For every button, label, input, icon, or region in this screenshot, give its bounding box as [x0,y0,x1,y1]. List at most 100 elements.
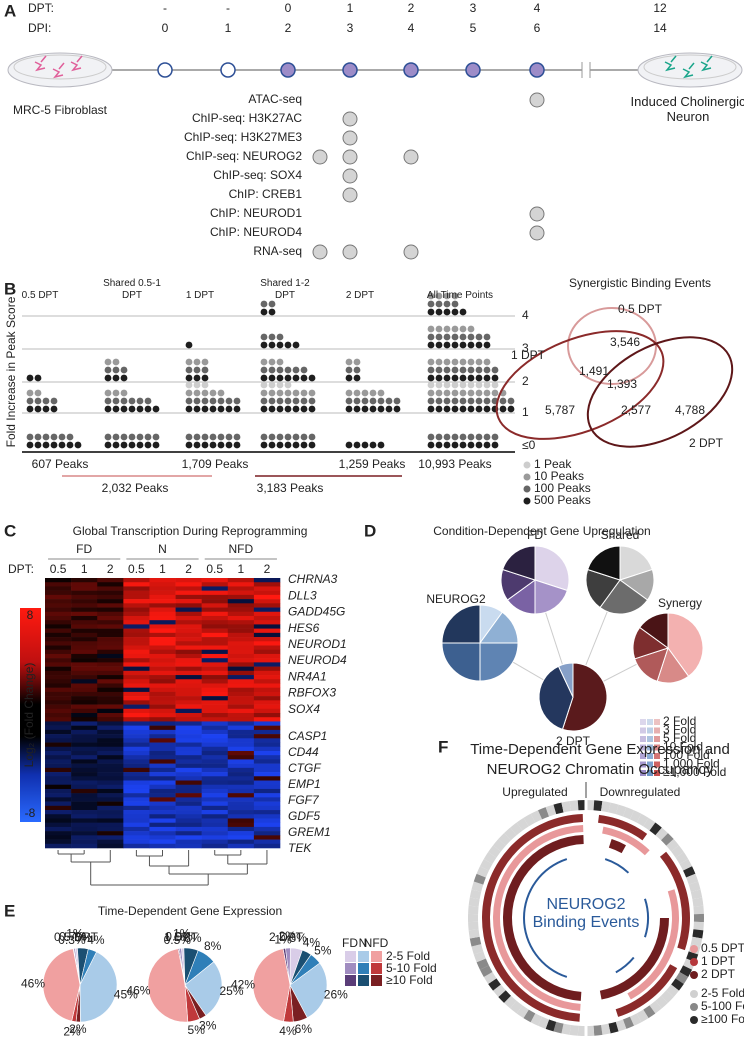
heatmap-cell [45,725,72,731]
heatmap-cell [45,818,72,823]
level-label: ≤0 [522,438,536,452]
heatmap-cell [97,734,124,739]
heatmap-cell [45,788,72,794]
heatmap-cell [201,611,229,617]
gene-down: TEK [288,841,312,855]
peak-dot [451,405,459,413]
half-label: Upregulated [502,785,567,799]
legend-label: 2 DPT [701,967,736,981]
heatmap-cell [123,738,150,743]
fold-segment [471,881,484,892]
slice-label: 3% [199,1018,217,1032]
peak-dot [260,308,268,316]
fold-segment [538,807,550,820]
heatmap-cell [97,578,124,583]
fold-segment [661,990,674,1003]
peak-dot [268,358,276,366]
peak-dot [345,358,353,366]
heatmap-cell [149,713,176,718]
assay-dot [529,92,545,108]
peak-dot [361,441,369,449]
slice-label: 1% [66,926,84,940]
fold-segment [636,1009,649,1023]
group-header: 2 DPT [345,289,375,301]
heatmap-cell [71,670,98,676]
heatmap-cell [45,776,72,781]
heatmap-cell [97,687,124,693]
expression-ring [615,964,678,1017]
legend-label: 5-100 Fold [701,999,744,1013]
peak-dot [292,366,300,374]
slice-label: 5% [75,930,93,944]
heatmap-cell [97,805,124,811]
fold-segment [622,1016,634,1029]
peak-dot [112,358,120,366]
heatmap-cell [123,599,150,604]
legend-label: 3 Fold [663,723,696,737]
fold-segment [468,921,479,931]
heatmap-cell [175,734,202,739]
peak-dot [353,358,361,366]
heatmap-cell [71,839,98,845]
heatmap-cell [175,662,202,667]
dpt-value: 1 [347,1,354,15]
heatmap-cell [253,843,281,849]
heatmap-cell [45,696,72,701]
panel-label: B [4,279,16,298]
heatmap-cell [253,670,281,676]
fold-segment [688,881,701,892]
peak-dot [225,405,233,413]
heatmap-cell [175,725,202,731]
heatmap-cell [149,632,176,638]
peak-dot [361,389,369,397]
heatmap-cell [175,670,202,676]
heatmap-cell [123,772,150,777]
heatmap-cell [175,637,202,642]
peak-dot [427,374,435,382]
legend-swatch [654,753,660,759]
fold-segment [675,852,689,864]
heatmap-cell [71,767,98,773]
peak-dot [260,441,268,449]
heatmap-cell [227,772,255,777]
dpt-label: DPT: [8,562,34,576]
heatmap-cell [149,611,176,617]
fold-segment [473,951,486,963]
legend-swatch [654,761,660,768]
heatmap-cell [45,683,72,688]
peak-dot [193,366,201,374]
heatmap-cell [149,767,176,773]
heatmap-cell [201,810,229,815]
heatmap-cell [97,590,124,596]
peak-dot [112,366,120,374]
heatmap-cell [45,599,72,604]
peak-dot [276,358,284,366]
heatmap-cell [97,725,124,731]
peak-dot [268,333,276,341]
heatmap-cell [71,582,98,587]
heatmap-cell [149,734,176,739]
heatmap-cell [175,649,202,655]
peak-dot [427,325,435,333]
fold-segment [693,913,704,923]
pie-slice [561,662,608,732]
heatmap-cell [201,746,229,752]
fold-segment [593,1024,603,1036]
peak-dot [34,433,42,441]
peak-dot [284,366,292,374]
dpt-value: 3 [470,1,477,15]
heatmap-cell [97,582,124,587]
peak-dot [268,405,276,413]
peak-dot [104,374,112,382]
heatmap-cell [227,763,255,769]
heatmap-cell [97,797,124,802]
fold-segment [504,827,517,841]
dpi-value: 5 [470,21,477,35]
peak-dot [435,441,443,449]
heatmap-cell [227,831,255,836]
heatmap-cell [201,700,229,705]
peak-dot [201,358,209,366]
heatmap-cell [71,822,98,828]
peak-dot [483,333,491,341]
timepoint-label: 0.5 [206,562,223,576]
